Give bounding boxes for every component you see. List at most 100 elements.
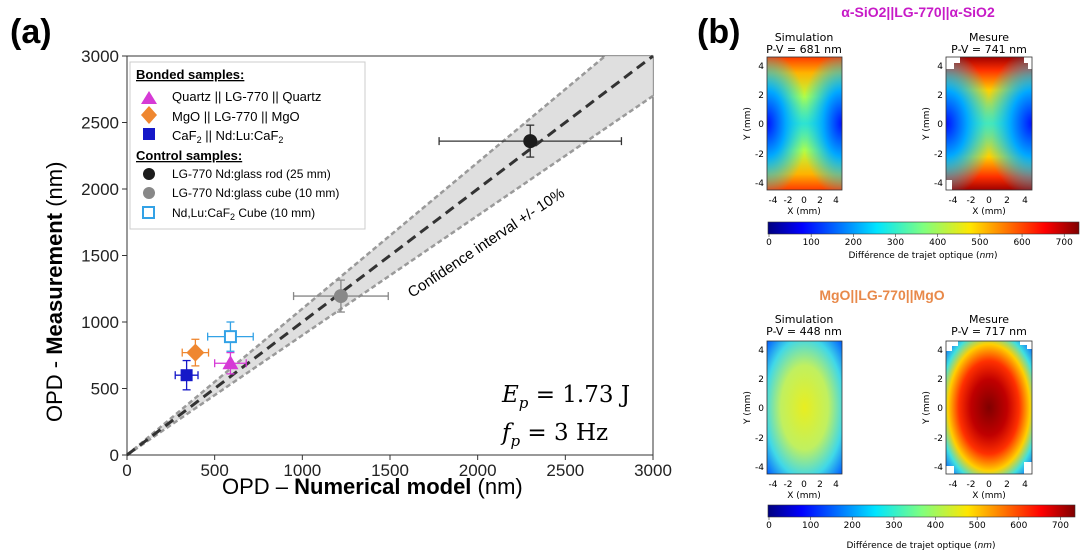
x-tick: 2 [1004,196,1010,206]
map-frame [945,340,1033,475]
x-tick: 4 [1022,196,1028,206]
y-tick-label: 2500 [81,114,119,133]
map-ylabel: Y (mm) [922,107,932,141]
triangle-marker [222,355,239,370]
legend-control-title: Control samples: [136,148,242,163]
bottom-sample-title: MgO||LG-770||MgO [819,287,944,303]
colorbar-tick-label: 600 [1010,521,1027,531]
x-tick: -4 [949,196,958,206]
x-tick: 0 [801,480,807,490]
map-ylabel: Y (mm) [743,391,753,425]
y-tick-label: 1500 [81,247,119,266]
colorbar-label: Différence de trajet optique (nm) [848,250,997,261]
map-xlabel: X (mm) [787,491,821,501]
square-marker [180,369,193,382]
map-bottom-simulation: Simulation P-V = 448 nm X (mm) Y (mm) -4… [743,313,843,501]
map-frame [945,56,1033,191]
x-tick: -4 [769,480,778,490]
x-tick: 4 [1022,480,1028,490]
map-ylabel: Y (mm) [743,107,753,141]
data-point [214,351,247,375]
heatmap [766,340,843,475]
map-pv: P-V = 681 nm [766,43,842,56]
map-bottom-measurement: Mesure P-V = 717 nm X (mm) Y (mm) -4 -2 … [922,313,1033,501]
colorbar-tick-label: 100 [802,521,819,531]
legend-triangle-marker [141,91,157,104]
x-tick: 0 [986,480,992,490]
colorbar-tick-label: 100 [803,238,820,248]
legend-bonded-title: Bonded samples: [136,67,244,82]
colorbar-tick-label: 200 [844,521,861,531]
x-tick: -2 [784,480,793,490]
colorbar-tick-label: 200 [845,238,862,248]
y-tick: -2 [755,150,764,160]
circle-marker [523,134,538,149]
top-sample-title: α-SiO2||LG-770||α-SiO2 [841,4,995,20]
heatmap-overlay-right [946,57,1032,190]
x-tick: -2 [967,480,976,490]
x-tick-label: 1500 [371,461,409,480]
x-tick-label: 2500 [546,461,584,480]
x-tick-label: 500 [200,461,228,480]
y-tick: 4 [937,62,943,72]
y-tick: 2 [937,91,943,101]
colorbar-tick-label: 400 [927,521,944,531]
x-tick: -2 [784,196,793,206]
y-tick: -4 [934,463,943,473]
legend-square-marker [143,128,155,140]
data-point [181,338,210,367]
data-point [292,279,389,313]
y-tick-label: 1000 [81,313,119,332]
map-xlabel: X (mm) [787,207,821,217]
colorbar-top: 0 100 200 300 400 500 600 700 Différence de tra… [766,221,1080,261]
y-tick: 0 [758,120,764,130]
y-tick: -2 [934,150,943,160]
x-tick: 0 [801,196,807,206]
colorbar-tick-label: 500 [969,521,986,531]
colorbar-tick-label: 500 [971,238,988,248]
x-tick-label: 0 [122,461,131,480]
circle-marker [333,289,348,304]
panel-b-label: (b) [697,13,740,51]
y-tick: -4 [755,179,764,189]
map-pv: P-V = 448 nm [766,325,842,338]
legend-item-caf2: CaF2 || Nd:Lu:CaF2 [172,128,283,145]
x-tick: 2 [1004,480,1010,490]
x-tick: -2 [967,196,976,206]
map-title: Simulation [775,31,834,44]
scatter-plot: 0 500 1000 1500 2000 2500 3000 0 500 1000 1500 2000… [81,47,672,480]
diamond-marker [186,343,205,362]
map-pv: P-V = 741 nm [951,43,1027,56]
x-tick: -4 [949,480,958,490]
legend-diamond-marker [141,106,157,124]
y-tick-label: 0 [110,446,119,465]
y-tick: 2 [758,375,764,385]
parameter-annotation: Ep = 1.73 J fp = 3 Hz [500,382,630,450]
colorbar [767,221,1080,235]
heatmap [946,341,1032,474]
y-tick: -4 [755,463,764,473]
map-top-measurement: Mesure P-V = 741 nm X (mm) Y (mm) -4 -2 … [922,31,1033,217]
map-xlabel: X (mm) [972,207,1006,217]
legend-item-quartz: Quartz || LG-770 || Quartz [172,89,321,104]
x-axis-label: OPD – Numerical model (nm) [222,474,523,499]
ep-annotation: Ep = 1.73 J [501,382,630,412]
y-tick: -2 [934,434,943,444]
y-tick: -2 [755,434,764,444]
y-tick: 2 [937,375,943,385]
colorbar-tick-label: 700 [1052,521,1069,531]
x-tick: 2 [817,480,823,490]
data-point [174,359,199,391]
data-point [207,321,254,352]
band-lower-edge [126,94,654,457]
y-axis-label: OPD - Measurement (nm) [42,162,67,422]
y-tick: 0 [758,404,764,414]
colorbar-tick-label: 700 [1056,238,1073,248]
x-tick: 4 [833,196,839,206]
map-title: Mesure [969,313,1009,326]
y-tick: 4 [758,346,764,356]
y-tick: 4 [758,62,764,72]
colorbar-tick-label: 300 [885,521,902,531]
x-tick: -4 [769,196,778,206]
